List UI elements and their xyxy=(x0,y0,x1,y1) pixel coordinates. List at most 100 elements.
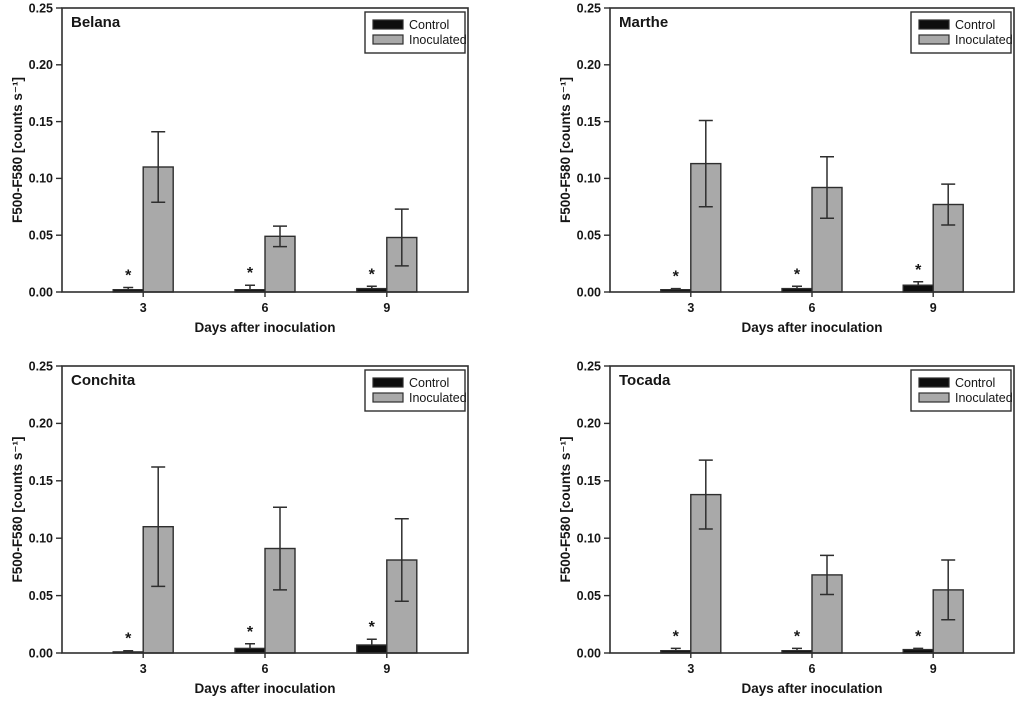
error-bar-inoculated-day6 xyxy=(273,225,287,248)
error-bar-inoculated-day6 xyxy=(820,156,834,219)
x-tick-label: 3 xyxy=(687,662,694,676)
legend-swatch-control xyxy=(372,377,404,388)
legend-box xyxy=(910,11,1012,54)
x-tick-label: 9 xyxy=(930,301,937,315)
bar-control-day9 xyxy=(902,284,934,293)
x-axis-title: Days after inoculation xyxy=(741,320,882,335)
legend-label-control: Control xyxy=(955,376,995,390)
y-tick-label: 0.15 xyxy=(577,474,601,488)
legend-swatch-control xyxy=(372,19,404,30)
significance-asterisk: * xyxy=(125,268,132,285)
y-tick-label: 0.20 xyxy=(29,58,53,72)
x-tick-label: 6 xyxy=(809,662,816,676)
error-bar-inoculated-day6 xyxy=(273,506,287,591)
y-axis-title: F500-F580 [counts s⁻¹] xyxy=(10,77,25,223)
y-tick-label: 0.15 xyxy=(29,474,53,488)
y-tick-label: 0.00 xyxy=(577,285,601,299)
y-tick-label: 0.25 xyxy=(29,359,53,373)
x-tick-label: 3 xyxy=(140,301,147,315)
legend-swatch-inoculated xyxy=(918,392,950,403)
legend-swatch-inoculated xyxy=(918,34,950,45)
significance-asterisk: * xyxy=(794,628,801,645)
y-tick-label: 0.10 xyxy=(577,532,601,546)
legend-swatch-inoculated xyxy=(372,34,404,45)
legend-label-inoculated: Inoculated xyxy=(955,391,1013,405)
error-bar-inoculated-day6 xyxy=(820,554,834,596)
x-tick-label: 9 xyxy=(383,301,390,315)
error-bar-inoculated-day3 xyxy=(698,459,713,530)
legend-label-inoculated: Inoculated xyxy=(409,391,467,405)
x-axis-title: Days after inoculation xyxy=(741,681,882,696)
error-bar-control-day9 xyxy=(913,281,924,286)
x-tick-label: 9 xyxy=(930,662,937,676)
error-bar-inoculated-day9 xyxy=(394,517,409,603)
y-axis-title: F500-F580 [counts s⁻¹] xyxy=(558,77,573,223)
panel-top-left: * * * 0.00 0.05 0.10 0.15 0.20 0.25 3 6 9 Days after… xyxy=(0,0,512,352)
error-bar-control-day3 xyxy=(670,287,681,290)
y-tick-label: 0.05 xyxy=(29,229,53,243)
error-bar-control-day9 xyxy=(913,647,924,650)
y-tick-label: 0.25 xyxy=(577,359,601,373)
x-tick-label: 3 xyxy=(140,662,147,676)
bar-control-day9 xyxy=(356,644,388,654)
error-bar-inoculated-day9 xyxy=(941,559,956,621)
x-tick-label: 9 xyxy=(383,662,390,676)
y-tick-label: 0.15 xyxy=(29,115,53,129)
error-bar-control-day6 xyxy=(245,643,255,649)
y-tick-label: 0.25 xyxy=(29,1,53,15)
x-tick-label: 6 xyxy=(262,662,269,676)
legend-box xyxy=(364,369,466,412)
error-bar-control-day9 xyxy=(366,285,377,289)
x-tick-label: 6 xyxy=(809,301,816,315)
panel-bottom-left: * * * 0.00 0.05 0.10 0.15 0.20 0.25 3 6 9 Days after… xyxy=(0,352,512,705)
y-tick-label: 0.00 xyxy=(577,646,601,660)
y-axis-title: F500-F580 [counts s⁻¹] xyxy=(10,437,25,583)
chart-bottom-right: * * * 0.00 0.05 0.10 0.15 0.20 0.25 3 6 9 Days after… xyxy=(558,359,1015,696)
panel-top-right: * * * 0.00 0.05 0.10 0.15 0.20 0.25 3 6 9 Days after… xyxy=(512,0,1024,352)
significance-asterisk: * xyxy=(673,628,680,645)
panel-title: Belana xyxy=(71,14,121,31)
y-tick-label: 0.10 xyxy=(29,172,53,186)
y-tick-label: 0.25 xyxy=(577,1,601,15)
significance-asterisk: * xyxy=(369,266,376,283)
significance-asterisk: * xyxy=(125,631,132,648)
y-tick-label: 0.20 xyxy=(577,417,601,431)
y-tick-label: 0.05 xyxy=(29,589,53,603)
y-tick-label: 0.05 xyxy=(577,589,601,603)
legend-swatch-control xyxy=(918,19,950,30)
error-bar-control-day3 xyxy=(123,649,134,652)
panel-title: Marthe xyxy=(619,14,668,31)
panel-title: Conchita xyxy=(71,372,136,389)
error-bar-control-day3 xyxy=(670,647,681,651)
x-axis-title: Days after inoculation xyxy=(194,681,335,696)
y-tick-label: 0.20 xyxy=(577,58,601,72)
chart-top-right: * * * 0.00 0.05 0.10 0.15 0.20 0.25 3 6 9 Days after… xyxy=(558,1,1015,335)
chart-bottom-left: * * * 0.00 0.05 0.10 0.15 0.20 0.25 3 6 9 Days after… xyxy=(10,359,469,696)
error-bar-inoculated-day9 xyxy=(394,208,409,267)
significance-asterisk: * xyxy=(247,265,254,282)
y-tick-label: 0.20 xyxy=(29,417,53,431)
legend-label-control: Control xyxy=(409,18,449,32)
x-axis-title: Days after inoculation xyxy=(194,320,335,335)
legend-label-control: Control xyxy=(955,18,995,32)
error-bar-control-day6 xyxy=(245,284,255,290)
error-bar-inoculated-day3 xyxy=(151,466,166,588)
y-tick-label: 0.10 xyxy=(29,532,53,546)
legend-box xyxy=(910,369,1012,412)
y-tick-label: 0.05 xyxy=(577,229,601,243)
y-tick-label: 0.00 xyxy=(29,285,53,299)
significance-asterisk: * xyxy=(794,266,801,283)
legend-swatch-control xyxy=(918,377,950,388)
error-bar-control-day6 xyxy=(792,647,802,651)
x-tick-label: 6 xyxy=(262,301,269,315)
significance-asterisk: * xyxy=(369,619,376,636)
legend-box xyxy=(364,11,466,54)
significance-asterisk: * xyxy=(673,269,680,286)
panel-bottom-right: * * * 0.00 0.05 0.10 0.15 0.20 0.25 3 6 9 Days after… xyxy=(512,352,1024,705)
y-tick-label: 0.15 xyxy=(577,115,601,129)
panel-title: Tocada xyxy=(619,372,671,389)
legend-label-control: Control xyxy=(409,376,449,390)
significance-asterisk: * xyxy=(247,624,254,641)
chart-top-left: * * * 0.00 0.05 0.10 0.15 0.20 0.25 3 6 9 Days after… xyxy=(10,1,469,335)
